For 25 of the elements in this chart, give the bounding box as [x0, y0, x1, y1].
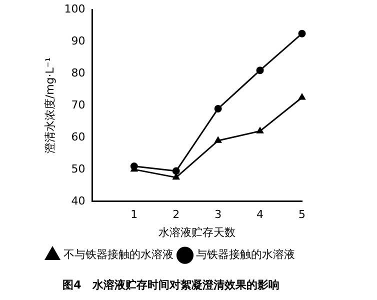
legend-label: 不与铁器接触的水溶液 [64, 248, 174, 262]
point [172, 174, 180, 180]
x-tick-label: 1 [130, 208, 138, 221]
point [256, 66, 264, 74]
x-axis-title: 水溶液贮存天数 [158, 226, 236, 240]
text: 图4 水溶液贮存时间对絮凝澄清效果的影响 [62, 278, 280, 292]
legend-label: 与铁器接触的水溶液 [196, 248, 295, 262]
point [214, 104, 222, 112]
y-tick-label: 70 [71, 98, 86, 112]
point [256, 127, 264, 134]
y-tick-label: 80 [71, 66, 86, 80]
y-tick-label: 90 [71, 34, 86, 48]
y-tick-label: 50 [71, 162, 86, 176]
point [298, 30, 306, 38]
point [172, 167, 180, 175]
point [298, 94, 306, 100]
y-tick-label: 40 [71, 194, 86, 208]
x-tick-label: 4 [256, 208, 264, 221]
y-tick-label: 60 [71, 130, 86, 144]
x-tick-label: 5 [298, 208, 306, 221]
point [214, 136, 222, 143]
x-tick-label: 2 [172, 208, 180, 221]
y-axis-title: 澄清水浓度/mg·L⁻¹ [43, 57, 56, 154]
y-tick-label: 100 [64, 2, 86, 16]
x-tick-label: 3 [214, 208, 222, 221]
